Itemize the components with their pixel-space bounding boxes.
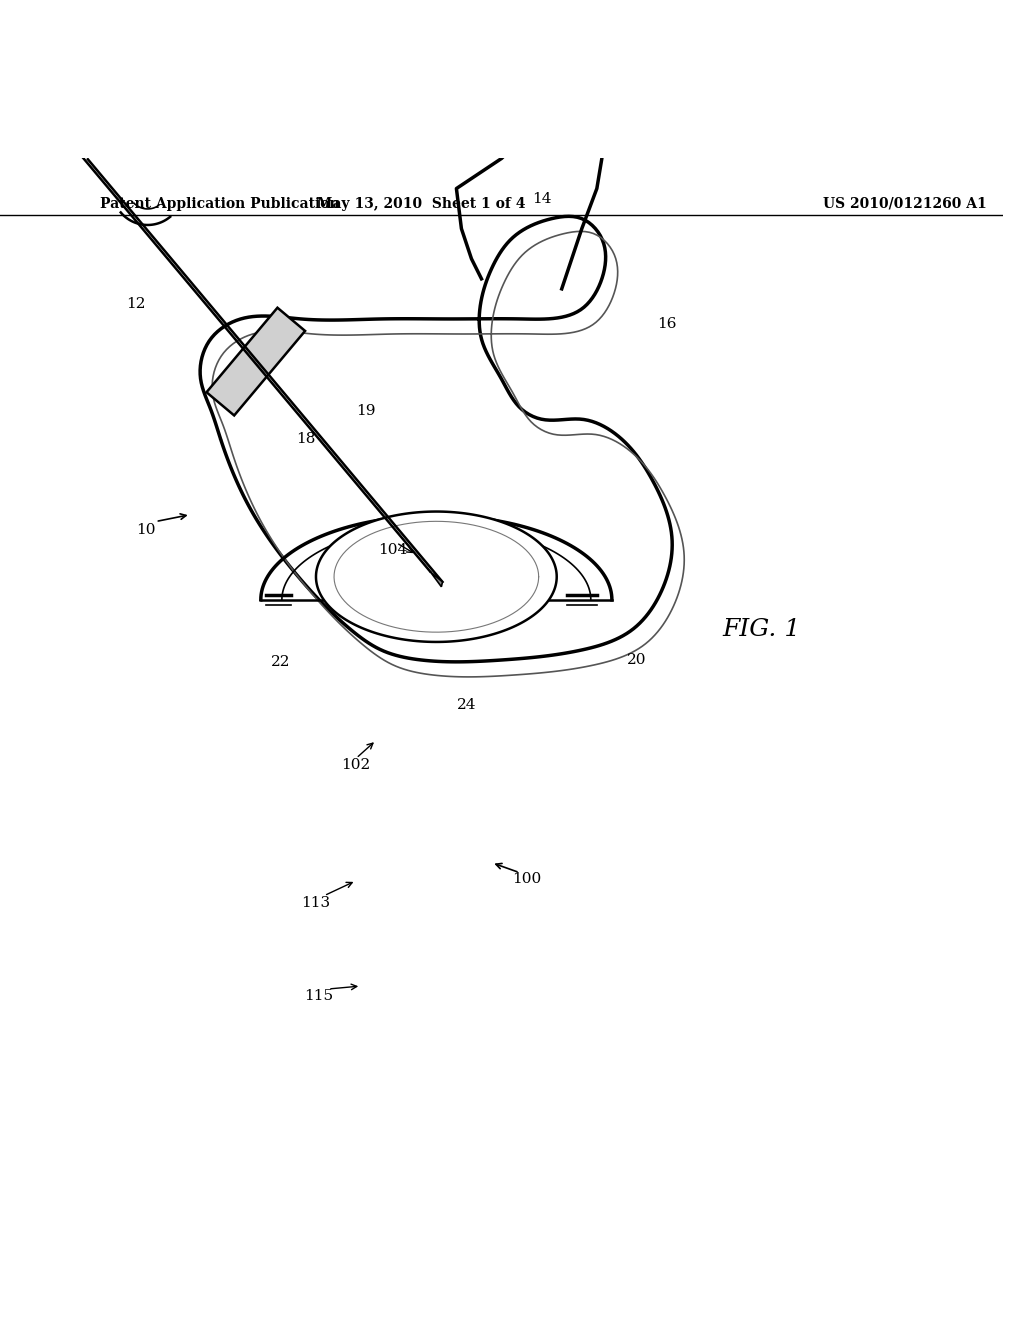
Text: FIG. 1: FIG. 1 — [722, 618, 801, 642]
Text: 10: 10 — [136, 523, 156, 537]
Text: Patent Application Publication: Patent Application Publication — [100, 197, 340, 211]
Text: 100: 100 — [512, 871, 542, 886]
Text: 113: 113 — [301, 896, 331, 909]
Text: 12: 12 — [126, 297, 145, 312]
PathPatch shape — [316, 512, 557, 642]
Text: 22: 22 — [271, 655, 291, 669]
PathPatch shape — [207, 308, 305, 416]
Text: 20: 20 — [628, 653, 647, 667]
Text: 24: 24 — [457, 698, 476, 711]
Text: 18: 18 — [296, 433, 315, 446]
PathPatch shape — [200, 216, 672, 661]
Text: 104: 104 — [379, 543, 408, 557]
Text: 14: 14 — [531, 191, 551, 206]
Text: US 2010/0121260 A1: US 2010/0121260 A1 — [822, 197, 986, 211]
Text: 19: 19 — [356, 404, 376, 418]
Text: May 13, 2010  Sheet 1 of 4: May 13, 2010 Sheet 1 of 4 — [317, 197, 525, 211]
PathPatch shape — [430, 572, 442, 587]
Text: 16: 16 — [657, 317, 677, 331]
Text: 102: 102 — [341, 758, 371, 772]
Text: 115: 115 — [304, 989, 334, 1003]
